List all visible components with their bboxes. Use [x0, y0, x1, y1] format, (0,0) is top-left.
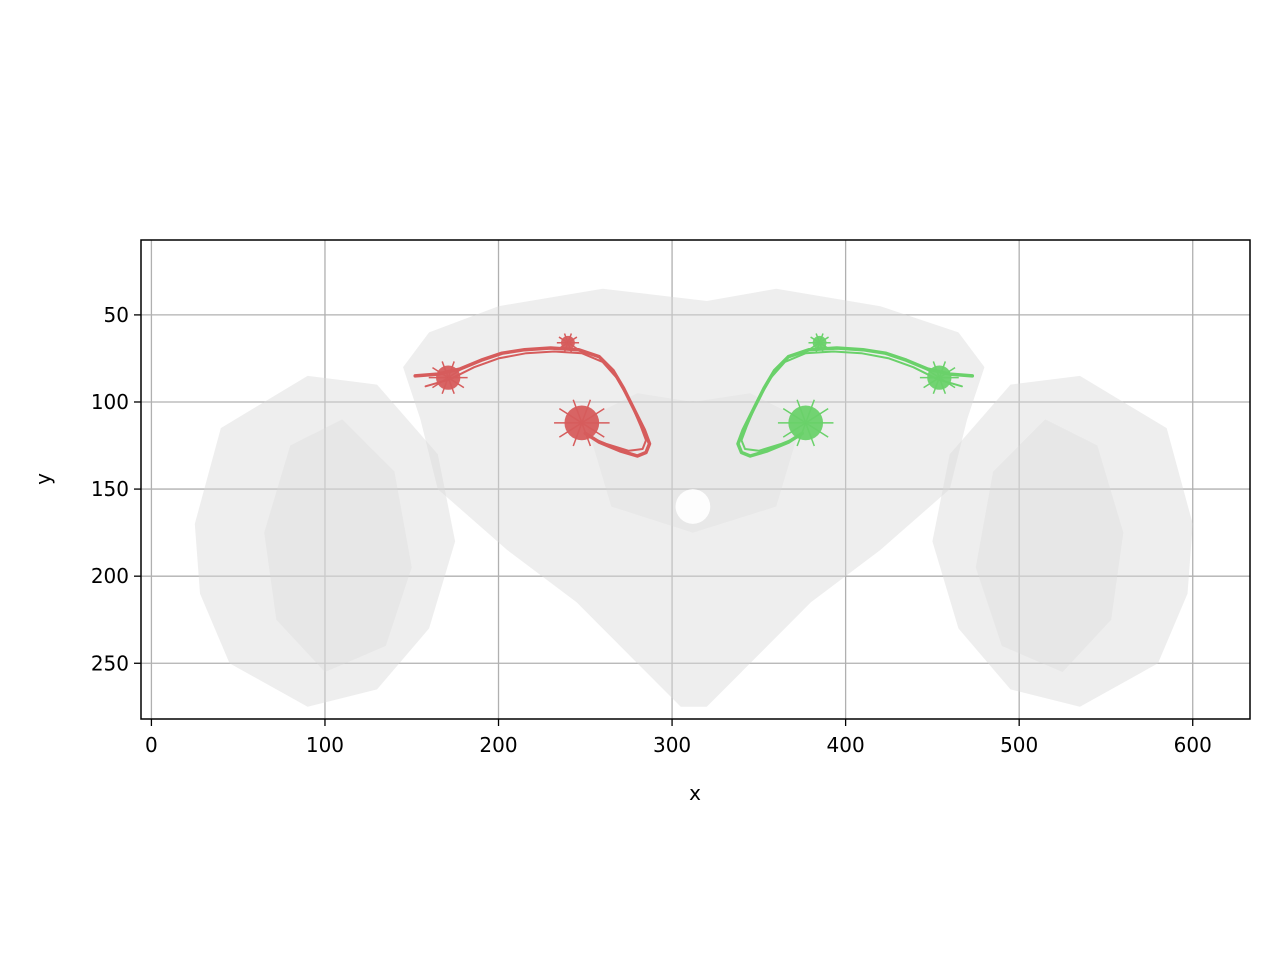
- neuron-branch-right: [938, 366, 956, 379]
- neuron-branch-left: [447, 376, 465, 389]
- neuron-branch-left: [567, 336, 578, 344]
- y-tick-label: 50: [104, 303, 129, 327]
- grid: [141, 240, 1250, 719]
- x-tick-label: 400: [827, 733, 865, 757]
- neuron-branch-right: [796, 422, 807, 447]
- neuron-branch-left: [558, 342, 569, 350]
- y-tick-label: 100: [91, 390, 129, 414]
- neuron-branch-left: [441, 361, 449, 378]
- neuron-branch-left: [581, 399, 592, 424]
- neuron-branch-right: [810, 336, 820, 344]
- neuron-branch-left: [581, 422, 592, 447]
- neuron-branch-right: [796, 399, 807, 424]
- neuron-branch-right: [819, 342, 829, 350]
- x-tick-label: 300: [653, 733, 691, 757]
- neuron-branch-right: [932, 377, 941, 395]
- brain-mesh: [194, 288, 1193, 707]
- neuron-branch-right: [782, 407, 807, 424]
- neuron-branch-left: [432, 366, 449, 379]
- neuron-branch-left: [567, 342, 573, 353]
- neuron-branch-left: [563, 342, 569, 353]
- x-tick-label: 0: [145, 733, 158, 757]
- neuron-branch-right: [938, 377, 947, 395]
- y-tick-label: 200: [91, 564, 129, 588]
- plot-frame: [140, 239, 1251, 720]
- neuron-branch-left: [447, 361, 455, 378]
- neuron-branch-right: [938, 361, 947, 378]
- neuron-branch-left: [447, 377, 455, 395]
- mesh-inner-lobe-left: [264, 419, 412, 672]
- neuron-branch-left: [558, 422, 583, 438]
- neuron-branch-right: [923, 366, 940, 379]
- y-tick-label: 250: [91, 651, 129, 675]
- neuron-branch-right: [782, 422, 807, 438]
- neuron-tract-right: [736, 346, 975, 458]
- y-tick-label: 150: [91, 477, 129, 501]
- neuron-branch-left: [432, 376, 449, 389]
- neuron-branch-left: [563, 333, 569, 344]
- neuron-branch-right: [805, 422, 829, 438]
- y-axis-label: y: [31, 473, 55, 485]
- neuron-branch-right: [923, 376, 940, 389]
- neuron-branch-left: [581, 407, 605, 424]
- neuron-branch-left: [447, 366, 465, 379]
- neuron-branch-left: [567, 342, 578, 350]
- mesh-optic-lobe-left: [194, 375, 456, 707]
- x-axis: 0 100 200 300 400 500 600: [145, 719, 1212, 757]
- mesh-hole: [675, 489, 711, 524]
- neuron-branch-right: [819, 336, 829, 344]
- mesh-central-complex: [585, 393, 803, 533]
- neuron-branch-right: [805, 422, 815, 447]
- mesh-optic-lobe-right: [932, 375, 1193, 707]
- neuron-branch-left: [558, 407, 583, 424]
- neuron-branch-left: [581, 422, 605, 438]
- x-tick-label: 600: [1174, 733, 1212, 757]
- neuron-branch-left: [567, 333, 573, 344]
- neuron-branch-right: [938, 376, 956, 389]
- x-tick-label: 500: [1000, 733, 1038, 757]
- neuron-branch-right: [932, 361, 941, 378]
- neuron-branch-right: [818, 333, 824, 344]
- mesh-inner-lobe-right: [975, 419, 1124, 672]
- neuron-branch-right: [815, 333, 821, 344]
- neuron-tract-left: [413, 346, 652, 458]
- y-axis: 50 100 150 200 250: [91, 303, 141, 675]
- neuron-tract-secondary-right: [740, 350, 963, 452]
- neurons: [413, 333, 975, 458]
- neuron-tract-secondary-left: [424, 350, 647, 452]
- neuron-branch-left: [572, 422, 583, 447]
- x-tick-label: 100: [306, 733, 344, 757]
- neuron-branch-right: [815, 342, 821, 353]
- neuron-branch-right: [805, 399, 815, 424]
- neuron-branch-left: [572, 399, 583, 424]
- neuron-branch-left: [558, 336, 569, 344]
- neuron-branch-left: [441, 377, 449, 395]
- neuron-branch-right: [818, 342, 824, 353]
- x-axis-label: x: [689, 781, 701, 805]
- neuron-branch-right: [805, 407, 829, 424]
- neuron-branch-right: [810, 342, 820, 350]
- x-tick-label: 200: [479, 733, 517, 757]
